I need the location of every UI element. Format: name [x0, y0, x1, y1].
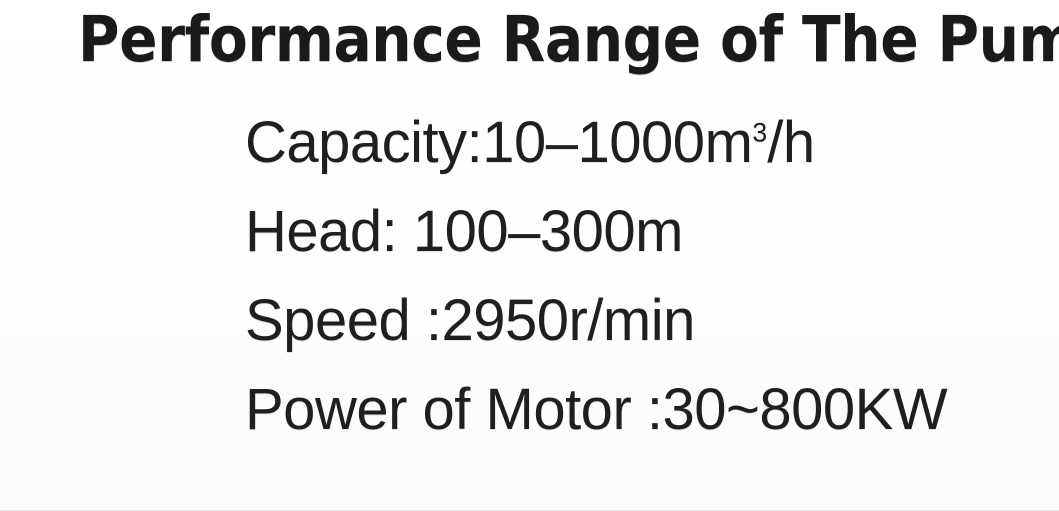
spec-row-head: Head: 100–300m: [245, 201, 947, 290]
spec-capacity-superscript: 3: [752, 117, 768, 148]
spec-row-speed: Speed :2950r/min: [245, 290, 947, 379]
page-title: Performance Range of The Pump: [78, 3, 1059, 76]
spec-row-capacity: Capacity:10–1000m3/h: [245, 112, 947, 201]
spec-row-power: Power of Motor :30~800KW: [245, 377, 948, 468]
spec-head-text: Head: 100–300m: [245, 199, 684, 264]
spec-power-text: Power of Motor :30~800KW: [245, 377, 948, 442]
spec-list: Capacity:10–1000m3/h Head: 100–300m Spee…: [245, 112, 948, 468]
spec-capacity-text: Capacity:10–1000m: [245, 110, 753, 175]
spec-speed-text: Speed :2950r/min: [245, 288, 695, 353]
spec-capacity-suffix: /h: [767, 110, 815, 175]
